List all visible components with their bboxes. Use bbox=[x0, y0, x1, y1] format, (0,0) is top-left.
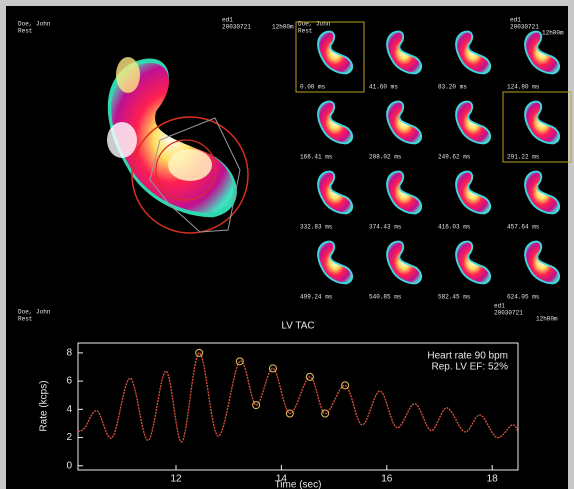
patient-name: Doe, John bbox=[18, 309, 51, 316]
series: ed1 bbox=[510, 17, 521, 24]
frame-label: 124.80 ms bbox=[507, 84, 540, 91]
frame-label: 41.60 ms bbox=[369, 84, 398, 91]
time: 12h00m bbox=[536, 316, 558, 323]
frame-label: 582.45 ms bbox=[438, 294, 471, 301]
series: ed1 bbox=[494, 303, 505, 310]
time: 12h00m bbox=[542, 30, 564, 37]
x-tick-label: 18 bbox=[487, 474, 499, 485]
y-tick-label: 2 bbox=[66, 432, 72, 443]
study: Rest bbox=[298, 28, 312, 35]
x-tick-label: 14 bbox=[276, 474, 288, 485]
frame-label: 332.83 ms bbox=[300, 224, 333, 231]
frame-label: 0.00 ms bbox=[300, 84, 326, 91]
screen: Doe, John Rest Doe, John Rest ed1 200307… bbox=[0, 0, 574, 489]
display bbox=[6, 6, 568, 489]
frame-label: 457.64 ms bbox=[507, 224, 540, 231]
frame-label: 291.22 ms bbox=[507, 154, 540, 161]
study: Rest bbox=[18, 316, 32, 323]
date: 20030721 bbox=[222, 24, 251, 31]
frame-label: 166.41 ms bbox=[300, 154, 333, 161]
frame-label: 416.03 ms bbox=[438, 224, 471, 231]
x-tick-label: 16 bbox=[381, 474, 393, 485]
page: Doe, John Rest Doe, John Rest ed1 200307… bbox=[0, 0, 574, 489]
y-tick-label: 8 bbox=[66, 348, 72, 359]
frame-label: 83.20 ms bbox=[438, 84, 467, 91]
frame-label: 624.05 ms bbox=[507, 294, 540, 301]
annotation: Rep. LV EF: 52% bbox=[431, 362, 508, 373]
frame-label: 249.62 ms bbox=[438, 154, 471, 161]
frame-label: 499.24 ms bbox=[300, 294, 333, 301]
y-axis-label: Rate (kcps) bbox=[39, 380, 50, 431]
frame-label: 208.02 ms bbox=[369, 154, 402, 161]
y-tick-label: 6 bbox=[66, 376, 72, 387]
chart-title: LV TAC bbox=[281, 321, 314, 332]
y-tick-label: 0 bbox=[66, 460, 72, 471]
study: Rest bbox=[18, 28, 32, 35]
patient-name: Doe, John bbox=[18, 21, 51, 28]
time: 12h00m bbox=[272, 24, 294, 31]
annotation: Heart rate 90 bpm bbox=[427, 351, 508, 362]
series: ed1 bbox=[222, 17, 233, 24]
date: 20030721 bbox=[494, 310, 523, 317]
frame-label: 540.85 ms bbox=[369, 294, 402, 301]
date: 20030721 bbox=[510, 24, 539, 31]
x-tick-label: 12 bbox=[170, 474, 182, 485]
y-tick-label: 4 bbox=[66, 404, 72, 415]
frame-label: 374.43 ms bbox=[369, 224, 402, 231]
